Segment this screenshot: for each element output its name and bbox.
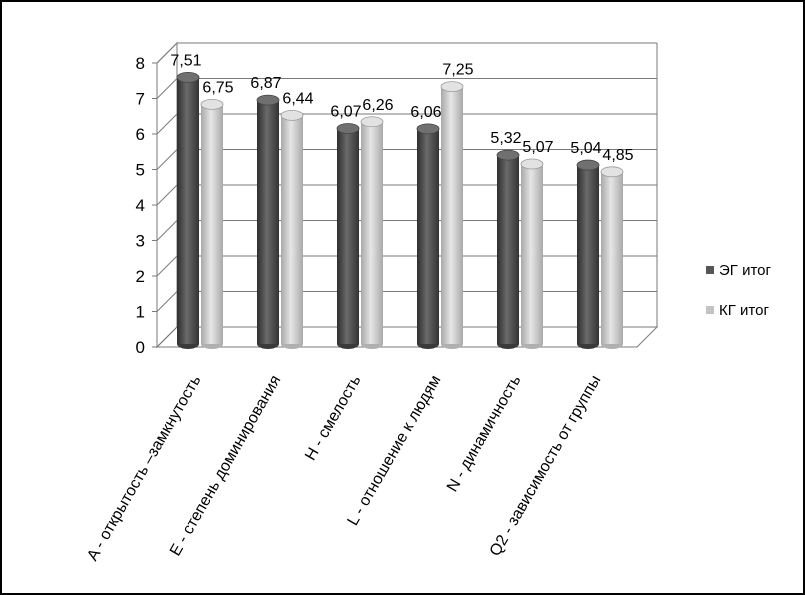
- category-label: H - смелость: [302, 373, 364, 464]
- bar-eg: [176, 71, 200, 349]
- bar-body: [361, 121, 383, 345]
- bar-top: [440, 81, 464, 93]
- bar-body: [601, 171, 623, 344]
- y-tick-label: 3: [136, 232, 145, 251]
- bar-eg: [416, 123, 440, 349]
- bar-kg: [200, 98, 224, 349]
- y-tick-label: 1: [136, 303, 145, 322]
- bar-body: [337, 128, 359, 344]
- bar-body: [577, 165, 599, 344]
- category-label: L - отношение к людям: [345, 373, 445, 529]
- bar-kg: [440, 81, 464, 349]
- bar-body: [177, 77, 199, 345]
- data-label: 6,44: [282, 90, 313, 107]
- bar-eg: [496, 149, 520, 349]
- data-label: 5,32: [490, 130, 521, 147]
- gridline-side: [156, 291, 178, 312]
- gridline-side: [156, 78, 178, 99]
- bar-top: [256, 94, 280, 106]
- bar-top: [200, 98, 224, 110]
- category-label: N - динамичность: [444, 373, 524, 495]
- data-label: 7,51: [170, 52, 201, 69]
- bar-kg: [360, 116, 384, 349]
- legend-label: КГ итог: [719, 302, 769, 319]
- bar-kg: [600, 166, 624, 349]
- gridline-side: [156, 149, 178, 170]
- legend-swatch: [706, 306, 714, 314]
- bar-top: [360, 116, 384, 128]
- bar-top: [336, 123, 360, 134]
- data-label: 4,85: [602, 147, 633, 164]
- y-axis-ticks: 0 1 2 3 4 5 6 7 8: [136, 54, 158, 357]
- data-label: 5,07: [522, 139, 553, 156]
- y-tick-label: 5: [136, 161, 145, 180]
- bar-eg: [336, 123, 360, 349]
- data-label: 6,87: [250, 75, 281, 92]
- bar-kg: [280, 109, 304, 349]
- bar-top: [416, 123, 440, 135]
- bar-body: [417, 128, 439, 344]
- bar-body: [441, 86, 463, 344]
- gridline-side: [156, 255, 178, 277]
- bar-body: [201, 104, 223, 344]
- data-label: 6,26: [362, 97, 393, 114]
- legend-label: ЭГ итог: [719, 262, 771, 279]
- gridline-side: [156, 113, 178, 135]
- data-labels: 7,516,75 6,876,44 6,07 6,26 6,06 7,25 5,325,07…: [170, 52, 633, 163]
- gridline-side: [156, 220, 178, 241]
- bar-eg: [256, 94, 280, 349]
- bar-body: [281, 115, 303, 344]
- gridline-side: [156, 326, 178, 348]
- bar-kg: [520, 158, 544, 349]
- data-label: 6,75: [202, 79, 233, 96]
- bar-eg: [576, 159, 600, 349]
- bar-body: [257, 100, 279, 345]
- data-label: 7,25: [442, 62, 473, 79]
- bar-top: [520, 158, 544, 170]
- bar-top: [600, 166, 624, 178]
- data-label: 5,04: [570, 140, 601, 157]
- legend-swatch: [706, 266, 714, 274]
- y-tick-label: 2: [136, 267, 145, 286]
- bar-top: [176, 71, 200, 83]
- bar-top: [496, 149, 520, 161]
- gridline-side: [156, 42, 178, 64]
- data-label: 6,06: [410, 104, 441, 121]
- y-tick-label: 0: [136, 338, 145, 357]
- y-tick-label: 7: [136, 90, 145, 109]
- bar-top: [576, 159, 600, 171]
- data-label: 6,07: [330, 104, 361, 121]
- bar-top: [280, 109, 304, 121]
- legend: ЭГ итог КГ итог: [706, 262, 771, 319]
- y-tick-label: 4: [136, 196, 145, 215]
- bar-body: [521, 164, 543, 344]
- y-tick-label: 6: [136, 125, 145, 144]
- bar-body: [497, 155, 519, 344]
- bars: [176, 71, 624, 349]
- y-tick-label: 8: [136, 54, 145, 73]
- gridline-side: [156, 184, 178, 206]
